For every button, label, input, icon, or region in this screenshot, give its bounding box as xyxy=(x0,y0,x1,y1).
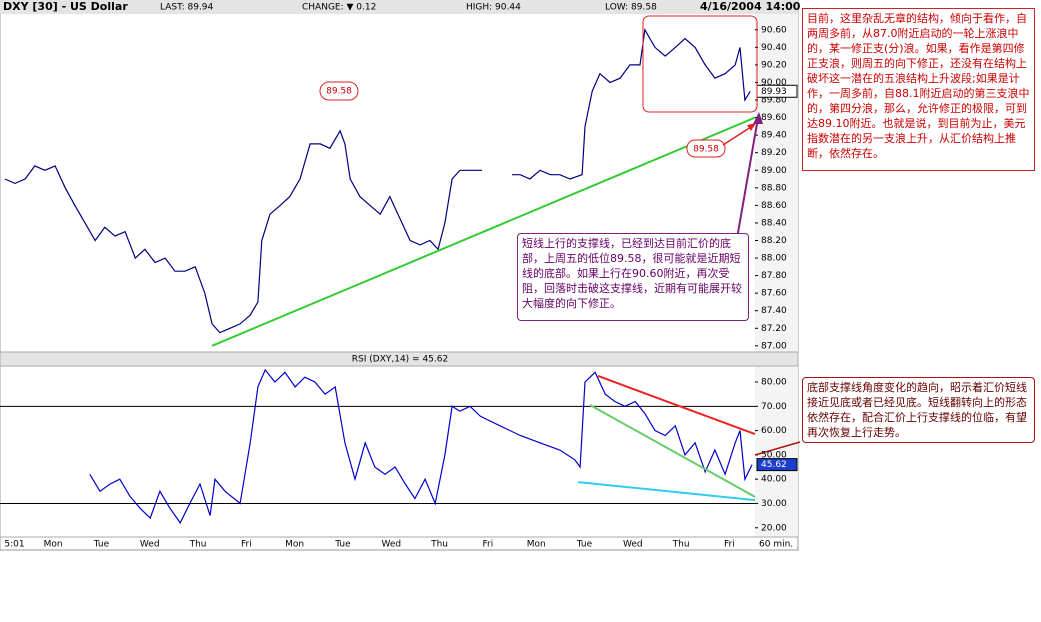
x-tick-label: Mon xyxy=(285,540,304,550)
rsi-axis-bg xyxy=(755,366,798,537)
rsi-header-bar xyxy=(0,351,799,367)
y-tick-label: 90.00 xyxy=(761,78,787,88)
y-tick-label: 30.00 xyxy=(761,499,787,509)
y-tick-label: 89.80 xyxy=(761,96,787,106)
y-tick-label: 89.00 xyxy=(761,166,787,176)
y-tick-label: 88.00 xyxy=(761,254,787,264)
y-tick-label: 89.60 xyxy=(761,113,787,123)
x-tick-label: Thu xyxy=(430,540,448,550)
header-bar xyxy=(0,0,798,14)
low-tag: 89.58 xyxy=(326,87,352,97)
arrow-head xyxy=(747,123,756,131)
y-tick-label: 87.60 xyxy=(761,289,787,299)
y-tick-label: 70.00 xyxy=(761,402,787,412)
y-tick-label: 50.00 xyxy=(761,450,787,460)
x-tick-label: Mon xyxy=(527,540,546,550)
low-tag: 89.58 xyxy=(693,145,719,155)
arrow xyxy=(754,441,801,456)
y-tick-label: 89.20 xyxy=(761,148,787,158)
x-tick-label: Tue xyxy=(93,540,110,550)
y-tick-label: 90.20 xyxy=(761,60,787,70)
x-tick-label: Tue xyxy=(576,540,593,550)
x-tick-label: 5:01 xyxy=(4,540,24,550)
support-note: 短线上行的支撑线，已经到达目前汇价的底部，上周五的低位89.58，很可能就是近期… xyxy=(517,233,749,321)
date: 4/16/2004 14:00 xyxy=(700,0,801,13)
rsi-note: 底部支撑线角度变化的趋向，昭示着汇价短线接近见底或者已经见底。短线翻转向上的形态… xyxy=(802,377,1035,443)
y-tick-label: 87.80 xyxy=(761,271,787,281)
arrow-head xyxy=(753,112,763,124)
y-tick-label: 60.00 xyxy=(761,426,787,436)
tag-box xyxy=(319,81,359,101)
x-tick-label: Wed xyxy=(140,540,160,550)
trendline xyxy=(578,481,756,502)
stat: LAST: 89.94 xyxy=(160,3,214,13)
y-tick-label: 87.20 xyxy=(761,324,787,334)
last-value-box xyxy=(756,458,798,472)
arrow xyxy=(722,124,755,146)
stat: LOW: 89.58 xyxy=(605,3,657,13)
x-axis-label: 60 min. xyxy=(759,540,793,550)
y-tick-label: 88.60 xyxy=(761,201,787,211)
trendline xyxy=(589,404,756,498)
y-tick-label: 89.40 xyxy=(761,131,787,141)
trendline xyxy=(211,116,756,347)
y-tick-label: 87.40 xyxy=(761,306,787,316)
price-axis-bg xyxy=(755,14,798,352)
rsi-title: RSI (DXY,14) = 45.62 xyxy=(352,355,448,365)
x-tick-label: Fri xyxy=(241,540,252,550)
y-tick-label: 88.40 xyxy=(761,218,787,228)
tag-box xyxy=(686,139,726,158)
y-tick-label: 20.00 xyxy=(761,523,787,533)
highlight-box xyxy=(642,15,758,113)
y-tick-label: 88.20 xyxy=(761,236,787,246)
x-tick-label: Wed xyxy=(381,540,401,550)
y-tick-label: 40.00 xyxy=(761,475,787,485)
y-tick-label: 80.00 xyxy=(761,378,787,388)
trendline xyxy=(597,375,756,435)
chart-title: DXY [30] - US Dollar xyxy=(3,0,128,13)
x-tick-label: Tue xyxy=(334,540,351,550)
series-line xyxy=(4,27,751,334)
last-value-label: 45.62 xyxy=(761,460,787,470)
arrow xyxy=(734,117,759,251)
series-line xyxy=(89,368,753,525)
x-tick-label: Thu xyxy=(189,540,207,550)
x-tick-label: Wed xyxy=(623,540,643,550)
x-tick-label: Fri xyxy=(483,540,494,550)
marks: 87.00 87.20 87.40 87.60 87.80 88.00 88.20 88.40… xyxy=(0,25,798,550)
x-tick-label: Fri xyxy=(724,540,735,550)
y-tick-label: 90.40 xyxy=(761,43,787,53)
stat: HIGH: 90.44 xyxy=(466,3,521,13)
price-note: 目前，这里杂乱无章的结构，倾向于看作，自两周多前，从87.0附近启动的一轮上涨浪… xyxy=(802,8,1035,171)
x-tick-label: Thu xyxy=(672,540,690,550)
y-tick-label: 87.00 xyxy=(761,341,787,351)
y-tick-label: 88.80 xyxy=(761,183,787,193)
y-tick-label: 90.60 xyxy=(761,25,787,35)
last-value-label: 89.93 xyxy=(761,87,787,97)
stat: CHANGE: ▼ 0.12 xyxy=(302,3,376,13)
x-tick-label: Mon xyxy=(44,540,63,550)
